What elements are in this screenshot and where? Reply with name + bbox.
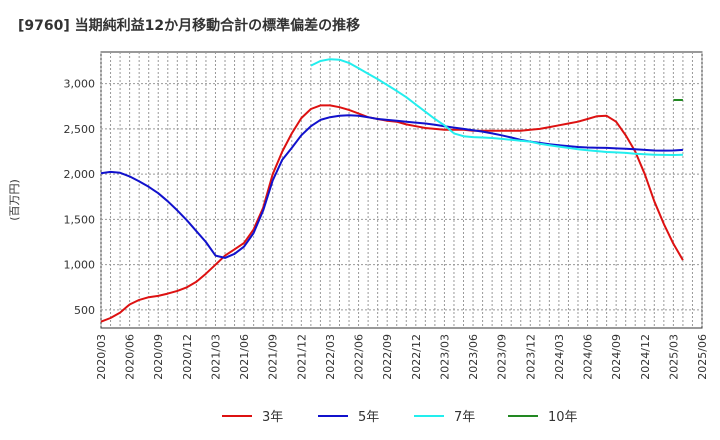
y-axis-ticks: 500 1,000 1,500 2,000 2,500 3,000 bbox=[64, 78, 96, 317]
gridlines bbox=[100, 52, 703, 328]
series-line bbox=[310, 58, 683, 156]
x-tick-label: 2021/06 bbox=[238, 334, 251, 380]
y-tick-label: 1,000 bbox=[64, 259, 96, 272]
x-tick-label: 2022/12 bbox=[410, 334, 423, 380]
legend: 3年 5年 7年 10年 bbox=[222, 410, 578, 425]
x-tick-label: 2024/03 bbox=[553, 334, 566, 380]
x-tick-label: 2021/09 bbox=[267, 334, 280, 380]
series-lines bbox=[100, 58, 684, 323]
x-tick-label: 2023/09 bbox=[496, 334, 509, 380]
x-tick-label: 2020/03 bbox=[95, 334, 108, 380]
legend-label: 7年 bbox=[454, 410, 475, 425]
y-axis-label: (百万円) bbox=[8, 179, 21, 221]
x-tick-label: 2022/09 bbox=[381, 334, 394, 380]
x-tick-label: 2021/03 bbox=[209, 334, 222, 380]
y-tick-label: 2,000 bbox=[64, 168, 96, 181]
plot-frame bbox=[100, 51, 703, 329]
y-tick-label: 3,000 bbox=[64, 78, 96, 91]
x-tick-label: 2023/12 bbox=[524, 334, 537, 380]
chart-title: [9760] 当期純利益12か月移動合計の標準偏差の推移 bbox=[18, 17, 360, 34]
x-tick-label: 2023/06 bbox=[467, 334, 480, 380]
x-axis-ticks: 2020/03 2020/06 2020/09 2020/12 2021/03 2021/… bbox=[95, 334, 709, 380]
legend-label: 10年 bbox=[548, 410, 578, 425]
x-tick-label: 2022/06 bbox=[353, 334, 366, 380]
y-tick-label: 2,500 bbox=[64, 123, 96, 136]
legend-label: 5年 bbox=[358, 410, 379, 425]
y-tick-label: 500 bbox=[74, 304, 95, 317]
x-tick-label: 2024/12 bbox=[639, 334, 652, 380]
x-tick-label: 2020/06 bbox=[124, 334, 137, 380]
x-tick-label: 2024/06 bbox=[582, 334, 595, 380]
plot-area bbox=[100, 51, 703, 329]
x-tick-label: 2021/12 bbox=[295, 334, 308, 380]
series-line bbox=[100, 114, 683, 259]
x-tick-label: 2020/12 bbox=[181, 334, 194, 380]
y-tick-label: 1,500 bbox=[64, 213, 96, 226]
x-tick-label: 2023/03 bbox=[438, 334, 451, 380]
x-tick-label: 2020/09 bbox=[152, 334, 165, 380]
x-tick-label: 2025/03 bbox=[667, 334, 680, 380]
legend-label: 3年 bbox=[262, 410, 283, 425]
x-tick-label: 2024/09 bbox=[610, 334, 623, 380]
x-tick-label: 2022/03 bbox=[324, 334, 337, 380]
x-tick-label: 2025/06 bbox=[696, 334, 709, 380]
